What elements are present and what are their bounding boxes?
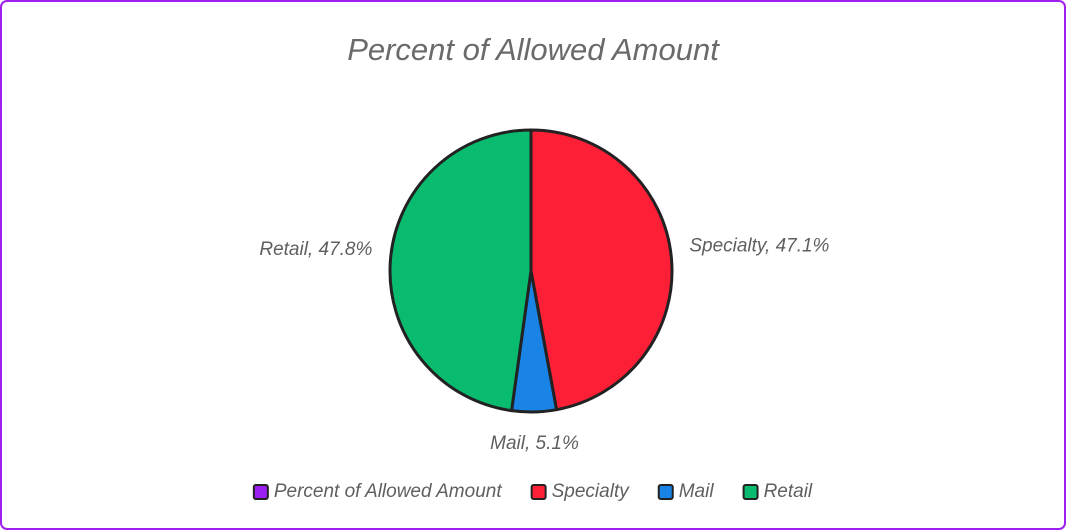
legend-swatch [252,484,269,500]
data-label: Specialty, 47.1% [689,236,829,257]
legend-label: Mail [679,481,715,502]
legend-label: Retail [764,481,813,502]
data-label: Mail, 5.1% [490,433,579,454]
legend-swatch [657,484,674,500]
legend-label: Specialty [552,481,631,502]
pie-slice [529,128,674,412]
legend-swatch [530,484,547,500]
legend-label: Percent of Allowed Amount [274,481,502,502]
data-label: Retail, 47.8% [259,239,372,260]
legend-swatch [742,484,759,500]
pie-slice [388,128,533,413]
chart-title: Percent of Allowed Amount [347,32,720,67]
